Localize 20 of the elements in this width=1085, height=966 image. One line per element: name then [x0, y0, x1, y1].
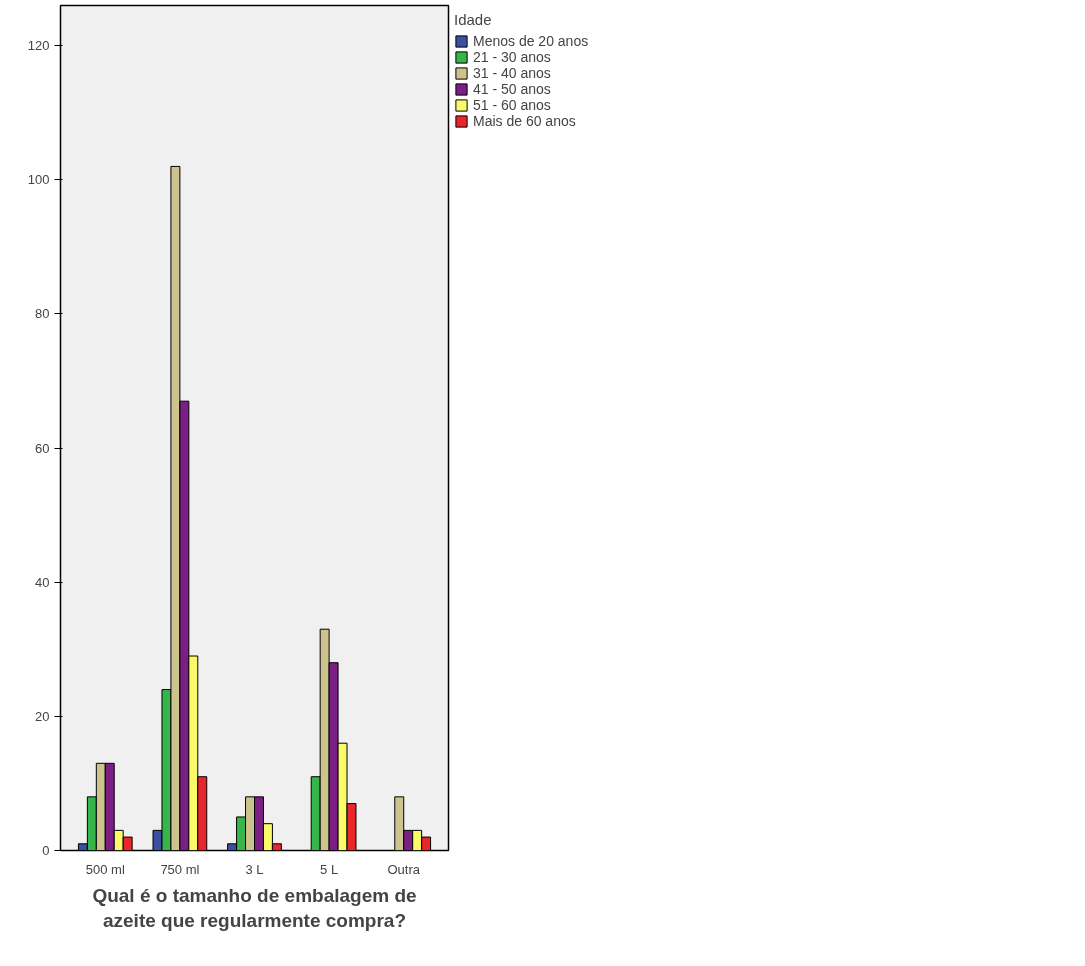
x-tick-label: Outra [387, 861, 421, 877]
y-tick-label: 60 [35, 440, 50, 456]
y-tick-label: 120 [27, 38, 50, 54]
legend-label: 31 - 40 anos [473, 65, 551, 81]
y-tick-label: 80 [35, 306, 50, 322]
x-tick-label: 750 ml [160, 861, 200, 877]
legend-label: Mais de 60 anos [473, 113, 576, 129]
x-tick-label: 500 ml [85, 861, 125, 877]
x-tick-label: 3 L [245, 861, 264, 877]
y-tick-label: 40 [35, 574, 50, 590]
legend-label: 21 - 30 anos [473, 49, 551, 65]
legend-label: 51 - 60 anos [473, 97, 551, 113]
y-tick-label: 20 [35, 708, 50, 724]
legend-title: Idade [454, 11, 493, 28]
x-tick-label: 5 L [320, 861, 339, 877]
legend-label: 41 - 50 anos [473, 81, 551, 97]
x-axis-title: Qual é o tamanho de embalagem de azeite que regularmente compra? [92, 884, 417, 931]
y-tick-label: 100 [27, 172, 50, 188]
y-tick-label: 0 [42, 843, 50, 858]
legend-label: Menos de 20 anos [473, 33, 589, 49]
